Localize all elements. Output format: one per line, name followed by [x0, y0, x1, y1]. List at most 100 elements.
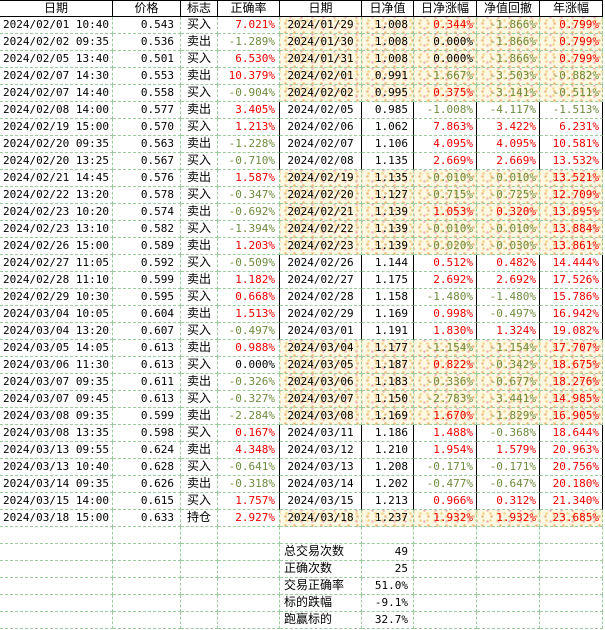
- header-annual-return[interactable]: 年涨幅: [540, 0, 603, 17]
- signal-flag-cell[interactable]: 买入: [181, 153, 218, 170]
- signal-date-cell[interactable]: 2024/02/27 11:05: [0, 255, 113, 272]
- price-cell[interactable]: 0.592: [113, 255, 181, 272]
- nav-daily-change-cell[interactable]: 1.932%: [414, 510, 477, 527]
- signal-date-cell[interactable]: 2024/02/07 14:40: [0, 85, 113, 102]
- price-cell[interactable]: 0.582: [113, 221, 181, 238]
- nav-drawdown-cell[interactable]: -1.480%: [477, 289, 540, 306]
- nav-date-cell[interactable]: 2024/02/02: [280, 85, 362, 102]
- signal-return-cell[interactable]: 3.405%: [218, 102, 280, 119]
- annual-return-cell[interactable]: 20.756%: [540, 459, 603, 476]
- signal-return-cell[interactable]: 0.668%: [218, 289, 280, 306]
- signal-return-cell[interactable]: 0.167%: [218, 425, 280, 442]
- nav-daily-change-cell[interactable]: 1.830%: [414, 323, 477, 340]
- empty-cell[interactable]: [540, 544, 603, 561]
- signal-flag-cell[interactable]: 买入: [181, 85, 218, 102]
- signal-flag-cell[interactable]: 买入: [181, 493, 218, 510]
- price-cell[interactable]: 0.613: [113, 357, 181, 374]
- nav-drawdown-cell[interactable]: -3.441%: [477, 391, 540, 408]
- nav-drawdown-cell[interactable]: -0.677%: [477, 374, 540, 391]
- empty-cell[interactable]: [181, 544, 218, 561]
- empty-cell[interactable]: [113, 612, 181, 629]
- nav-drawdown-cell[interactable]: -1.866%: [477, 34, 540, 51]
- summary-value-cell[interactable]: -9.1%: [362, 595, 414, 612]
- nav-cell[interactable]: 1.008: [362, 34, 414, 51]
- signal-flag-cell[interactable]: 买入: [181, 255, 218, 272]
- nav-drawdown-cell[interactable]: -1.866%: [477, 51, 540, 68]
- nav-cell[interactable]: 1.135: [362, 170, 414, 187]
- nav-cell[interactable]: 1.175: [362, 272, 414, 289]
- annual-return-cell[interactable]: 13.884%: [540, 221, 603, 238]
- signal-return-cell[interactable]: -1.394%: [218, 221, 280, 238]
- nav-date-cell[interactable]: 2024/03/05: [280, 357, 362, 374]
- nav-date-cell[interactable]: 2024/03/01: [280, 323, 362, 340]
- signal-return-cell[interactable]: 1.203%: [218, 238, 280, 255]
- signal-flag-cell[interactable]: 卖出: [181, 306, 218, 323]
- price-cell[interactable]: 0.553: [113, 68, 181, 85]
- nav-drawdown-cell[interactable]: -0.497%: [477, 306, 540, 323]
- price-cell[interactable]: 0.563: [113, 136, 181, 153]
- signal-date-cell[interactable]: 2024/03/07 09:35: [0, 374, 113, 391]
- summary-value-cell[interactable]: 32.7%: [362, 612, 414, 629]
- nav-date-cell[interactable]: 2024/03/12: [280, 442, 362, 459]
- header-nav[interactable]: 日净值: [362, 0, 414, 17]
- signal-flag-cell[interactable]: 买入: [181, 425, 218, 442]
- header-price[interactable]: 价格: [113, 0, 181, 17]
- nav-drawdown-cell[interactable]: -4.117%: [477, 102, 540, 119]
- nav-drawdown-cell[interactable]: 1.324%: [477, 323, 540, 340]
- empty-cell[interactable]: [181, 578, 218, 595]
- nav-date-cell[interactable]: 2024/03/15: [280, 493, 362, 510]
- price-cell[interactable]: 0.576: [113, 170, 181, 187]
- price-cell[interactable]: 0.599: [113, 408, 181, 425]
- price-cell[interactable]: 0.604: [113, 306, 181, 323]
- annual-return-cell[interactable]: 14.444%: [540, 255, 603, 272]
- empty-cell[interactable]: [181, 612, 218, 629]
- price-cell[interactable]: 0.613: [113, 391, 181, 408]
- summary-label-cell[interactable]: 正确次数: [280, 561, 362, 578]
- nav-date-cell[interactable]: 2024/02/27: [280, 272, 362, 289]
- signal-flag-cell[interactable]: 卖出: [181, 340, 218, 357]
- nav-daily-change-cell[interactable]: 0.375%: [414, 85, 477, 102]
- signal-date-cell[interactable]: 2024/02/20 09:35: [0, 136, 113, 153]
- empty-cell[interactable]: [181, 561, 218, 578]
- nav-date-cell[interactable]: 2024/03/08: [280, 408, 362, 425]
- price-cell[interactable]: 0.570: [113, 119, 181, 136]
- nav-daily-change-cell[interactable]: -0.010%: [414, 170, 477, 187]
- nav-cell[interactable]: 1.210: [362, 442, 414, 459]
- nav-drawdown-cell[interactable]: 3.422%: [477, 119, 540, 136]
- signal-date-cell[interactable]: 2024/03/13 10:40: [0, 459, 113, 476]
- signal-flag-cell[interactable]: 买入: [181, 187, 218, 204]
- annual-return-cell[interactable]: 20.180%: [540, 476, 603, 493]
- nav-daily-change-cell[interactable]: 1.670%: [414, 408, 477, 425]
- signal-flag-cell[interactable]: 卖出: [181, 68, 218, 85]
- summary-value-cell[interactable]: 49: [362, 544, 414, 561]
- nav-daily-change-cell[interactable]: 0.000%: [414, 51, 477, 68]
- nav-drawdown-cell[interactable]: -0.171%: [477, 459, 540, 476]
- signal-flag-cell[interactable]: 买入: [181, 323, 218, 340]
- empty-cell[interactable]: [414, 544, 477, 561]
- signal-date-cell[interactable]: 2024/03/13 09:55: [0, 442, 113, 459]
- nav-daily-change-cell[interactable]: 0.512%: [414, 255, 477, 272]
- signal-return-cell[interactable]: 1.513%: [218, 306, 280, 323]
- empty-cell[interactable]: [414, 578, 477, 595]
- signal-date-cell[interactable]: 2024/02/21 14:45: [0, 170, 113, 187]
- nav-drawdown-cell[interactable]: 4.095%: [477, 136, 540, 153]
- empty-cell[interactable]: [218, 595, 280, 612]
- nav-daily-change-cell[interactable]: -0.010%: [414, 221, 477, 238]
- signal-return-cell[interactable]: 2.927%: [218, 510, 280, 527]
- nav-cell[interactable]: 0.985: [362, 102, 414, 119]
- signal-date-cell[interactable]: 2024/02/07 14:30: [0, 68, 113, 85]
- nav-cell[interactable]: 1.187: [362, 357, 414, 374]
- nav-daily-change-cell[interactable]: 0.344%: [414, 17, 477, 34]
- nav-drawdown-cell[interactable]: -1.866%: [477, 17, 540, 34]
- nav-cell[interactable]: 1.183: [362, 374, 414, 391]
- annual-return-cell[interactable]: 15.786%: [540, 289, 603, 306]
- nav-daily-change-cell[interactable]: -0.020%: [414, 238, 477, 255]
- price-cell[interactable]: 0.599: [113, 272, 181, 289]
- nav-drawdown-cell[interactable]: -0.030%: [477, 238, 540, 255]
- empty-cell[interactable]: [540, 561, 603, 578]
- nav-drawdown-cell[interactable]: -0.342%: [477, 357, 540, 374]
- signal-date-cell[interactable]: 2024/03/05 14:05: [0, 340, 113, 357]
- signal-date-cell[interactable]: 2024/03/14 09:35: [0, 476, 113, 493]
- nav-daily-change-cell[interactable]: -1.154%: [414, 340, 477, 357]
- nav-daily-change-cell[interactable]: -0.171%: [414, 459, 477, 476]
